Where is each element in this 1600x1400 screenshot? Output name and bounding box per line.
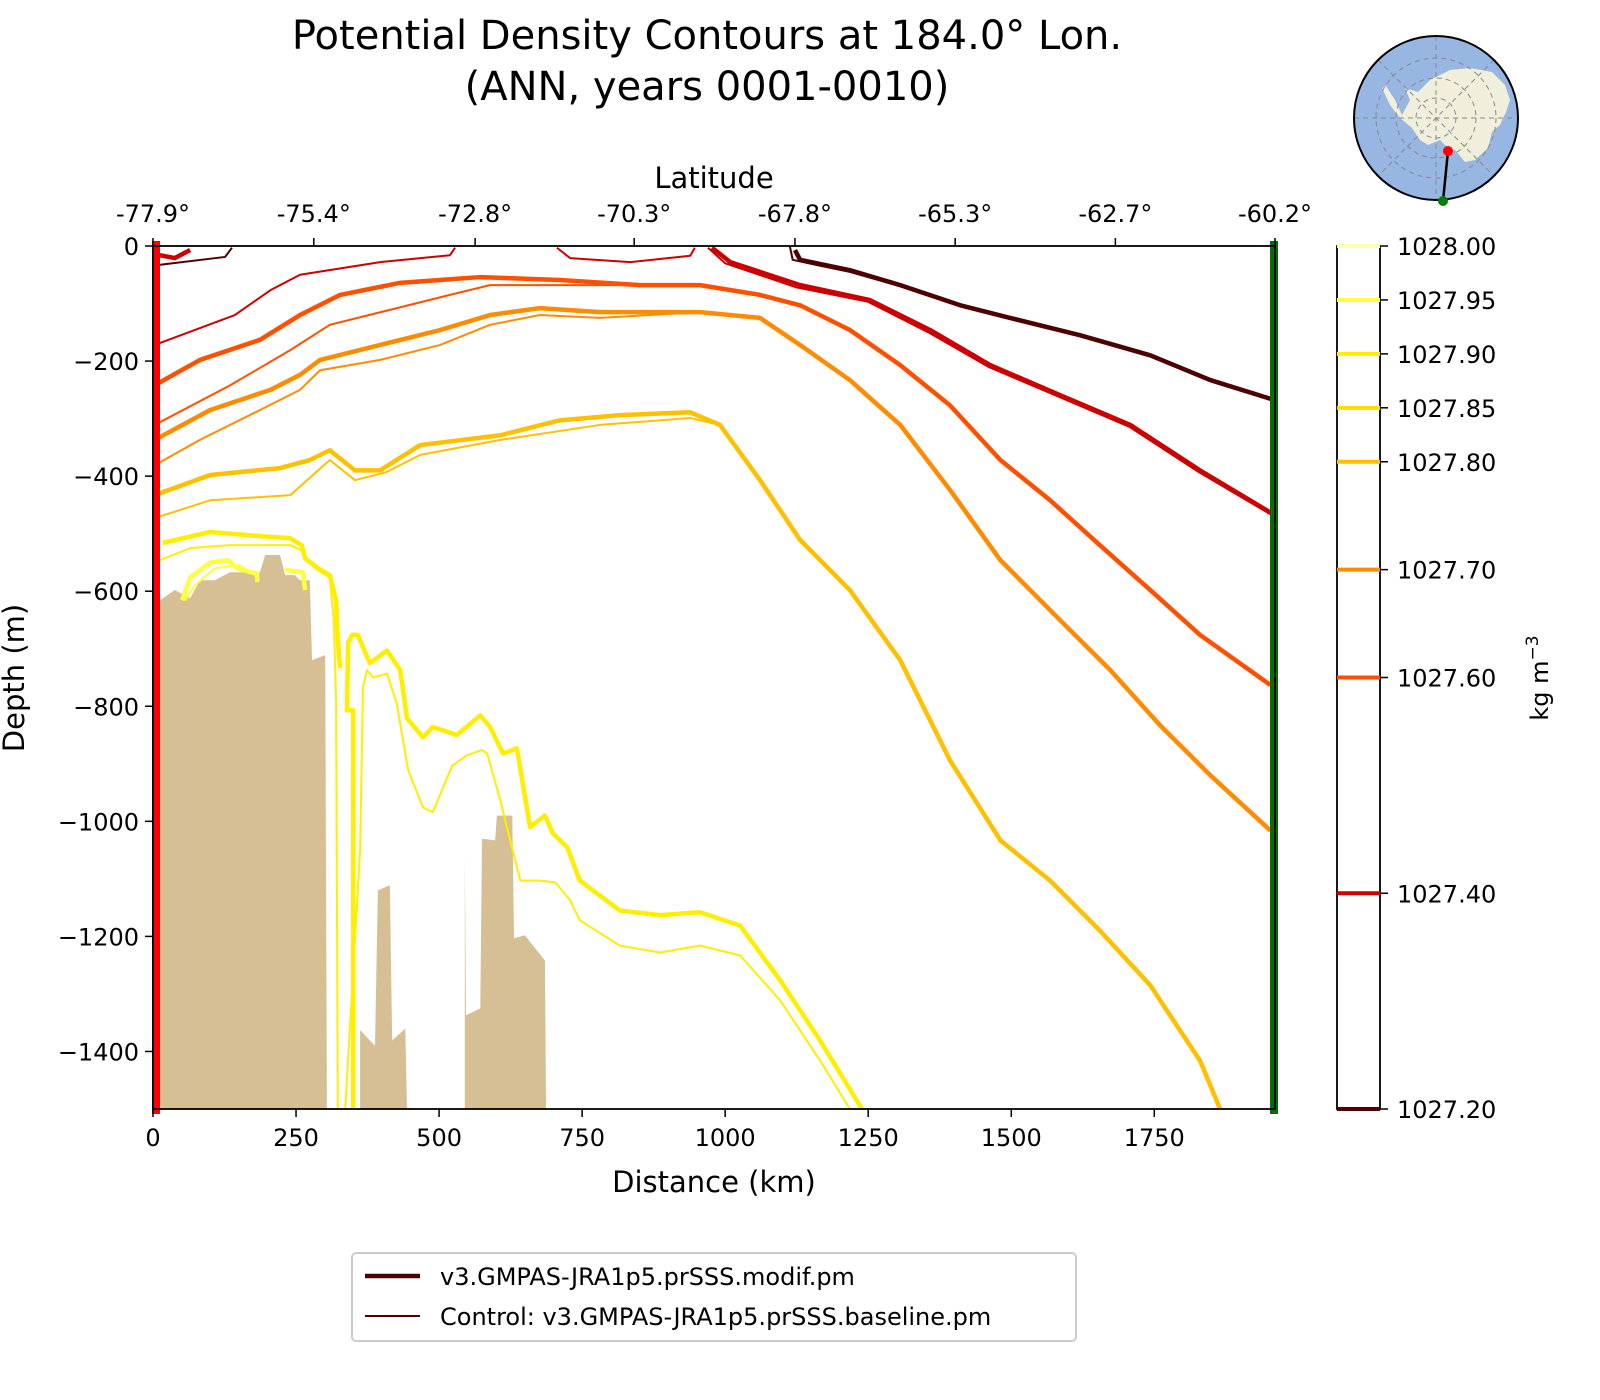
legend: v3.GMPAS-JRA1p5.prSSS.modif.pm Control: … [351, 1252, 1077, 1342]
colorbar-tick-label: 1027.80 [1397, 449, 1496, 477]
x-tick-label: 500 [416, 1124, 462, 1152]
y-tick-label: −200 [73, 348, 139, 376]
top-tick-label: -60.2° [1238, 200, 1312, 228]
y-tick-label: 0 [124, 233, 139, 261]
control-contour-1027-6 [154, 284, 1272, 686]
x-tick-label: 1500 [981, 1124, 1042, 1152]
map-frame [1353, 35, 1519, 201]
top-tick-label: -70.3° [597, 200, 671, 228]
control-contour-1027-4 [154, 247, 456, 346]
colorbar-tick-label: 1027.70 [1397, 557, 1496, 585]
control-contour-1027-9 [159, 544, 339, 1110]
control-contour-1027-4 [556, 246, 696, 264]
modif-contour-1027-4 [710, 245, 1277, 518]
top-tick-label: -72.8° [438, 200, 512, 228]
plot-frame [152, 245, 1276, 1110]
chart-subtitle: (ANN, years 0001-0010) [465, 64, 950, 110]
modif-contour-1027-95 [180, 557, 260, 602]
modif-contour-1027-2 [792, 248, 1276, 403]
legend-frame [351, 1252, 1077, 1342]
colorbar: 1028.00 1027.95 1027.90 1027.85 1027.80 1027.… [1336, 233, 1496, 1124]
colorbar-label: kg m−3 [1523, 635, 1554, 720]
map-start-marker [1443, 146, 1453, 156]
top-tick-label: -65.3° [918, 200, 992, 228]
chart-title: Potential Density Contours at 184.0° Lon… [292, 13, 1122, 59]
y-tick-label: −600 [73, 578, 139, 606]
map-longitude-gridline [1377, 59, 1495, 177]
top-tick-label: -77.9° [116, 200, 190, 228]
control-contour-1027-2 [788, 245, 1276, 403]
bathymetry-polygon [154, 554, 327, 1109]
y-tick-label: −800 [73, 693, 139, 721]
plot-area: 0 250 500 750 1000 1250 1500 1750 0 −200 −400 −600 −… [58, 200, 1312, 1152]
x-tick-label: 1750 [1124, 1124, 1185, 1152]
colorbar-tick-label: 1027.60 [1397, 665, 1496, 693]
legend-label-modif: v3.GMPAS-JRA1p5.prSSS.modif.pm [440, 1263, 855, 1291]
y-tick-label: −1200 [58, 923, 139, 951]
bathymetry-polygon [360, 885, 408, 1109]
control-contour-1027-2 [158, 247, 233, 266]
x-tick-label: 1000 [695, 1124, 756, 1152]
control-contour-1027-95 [184, 564, 256, 601]
modif-contour-1027-95 [284, 567, 308, 591]
colorbar-tick-label: 1028.00 [1397, 233, 1496, 261]
colorbar-tick-label: 1027.40 [1397, 880, 1496, 908]
bathymetry-polygon [464, 815, 547, 1109]
inset-map [1353, 35, 1519, 206]
control-contour-1027-4 [707, 246, 1276, 518]
colorbar-tick-label: 1027.85 [1397, 395, 1496, 423]
x-tick-label: 1250 [838, 1124, 899, 1152]
colorbar-tick-label: 1027.90 [1397, 341, 1496, 369]
modif-contour-1027-6 [153, 274, 1272, 687]
x-tick-label: 250 [273, 1124, 319, 1152]
x-tick-label: 750 [559, 1124, 605, 1152]
modif-contour-1027-4 [159, 248, 192, 261]
colorbar-unit-exponent: −3 [1523, 635, 1543, 660]
top-tick-label: -75.4° [277, 200, 351, 228]
x-axis-label: Distance (km) [612, 1165, 816, 1199]
x-tick-label: 0 [145, 1124, 160, 1152]
top-tick-label: -67.8° [758, 200, 832, 228]
legend-label-control: Control: v3.GMPAS-JRA1p5.prSSS.baseline.… [440, 1303, 991, 1331]
modif-contour-1027-9 [344, 632, 864, 1111]
top-tick-label: -62.7° [1078, 200, 1152, 228]
colorbar-unit: kg m [1526, 660, 1554, 720]
y-tick-label: −1000 [58, 808, 139, 836]
y-axis-label: Depth (m) [0, 604, 31, 752]
y-tick-label: −1400 [58, 1038, 139, 1066]
control-contour-1027-9 [344, 669, 851, 1110]
colorbar-tick-label: 1027.20 [1397, 1096, 1496, 1124]
colorbar-tick-label: 1027.95 [1397, 287, 1496, 315]
map-end-marker [1438, 196, 1448, 206]
map-antarctica-land [1382, 68, 1510, 162]
control-contour-1027-7 [154, 311, 1272, 832]
control-contour-1027-8 [154, 417, 1221, 1110]
map-section-line [1441, 150, 1450, 202]
y-tick-label: −400 [73, 463, 139, 491]
top-axis-label: Latitude [654, 161, 773, 195]
